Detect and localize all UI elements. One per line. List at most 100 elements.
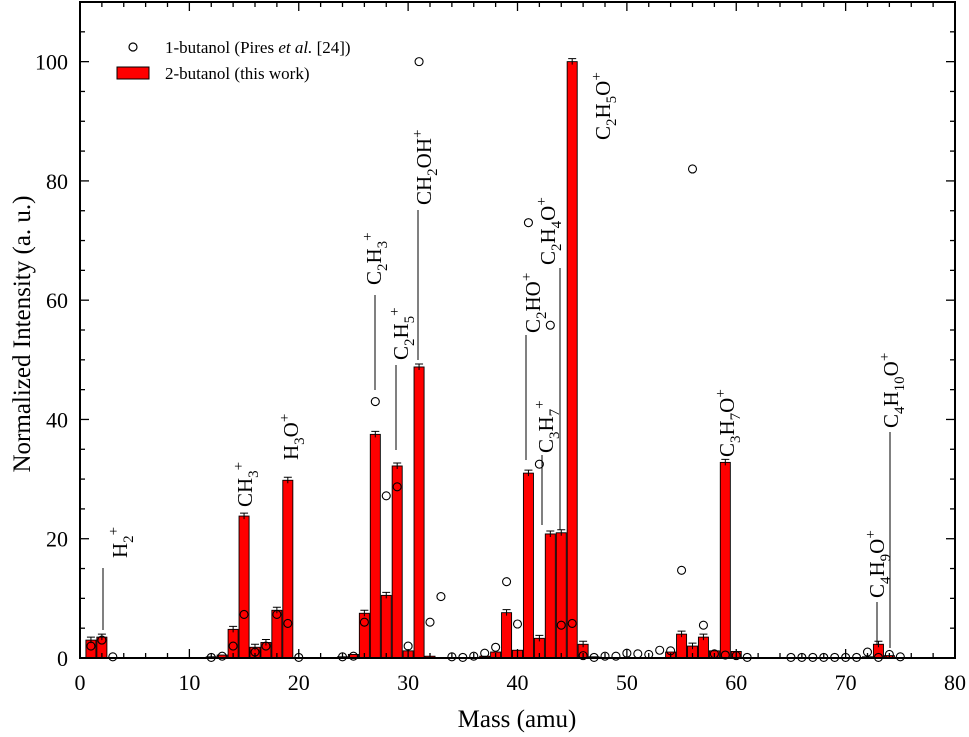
ion-label-c2h3: C2H3+ [360,232,391,285]
ion-label-part: 10 [892,376,908,391]
error-bar-mass-26 [360,609,369,617]
bar-mass-31 [413,366,425,659]
ion-label-part: O [591,81,615,96]
error-bar-mass-31 [415,363,424,370]
ion-label-part: 2 [121,535,137,543]
ion-label-ch3: CH3+ [231,462,262,507]
point-mass-59 [720,650,730,660]
error-bar-mass-15 [240,512,249,520]
ion-label-part: + [277,414,293,422]
error-bar-mass-2 [97,633,106,641]
ion-label-h2: H2+ [106,527,137,558]
ion-label-part: + [589,72,605,80]
point-mass-49 [611,651,621,661]
point-mass-36 [469,651,479,661]
plot-frame [79,1,956,659]
point-mass-13 [217,651,227,661]
ion-label-part: + [360,232,376,240]
point-mass-32 [425,617,435,627]
ion-label-part: H [534,416,558,431]
point-mass-56 [687,164,698,174]
point-mass-40 [512,619,523,629]
point-mass-30 [403,641,413,651]
legend-marker-1-butanol [128,42,138,52]
ion-label-c3h7o: C3H7O+ [713,389,744,457]
point-mass-46 [578,651,588,661]
bar-mass-59 [719,461,731,659]
points-layer [86,57,905,662]
ion-label-part: 2 [534,311,550,319]
bar-mass-15 [238,515,250,659]
error-bar-mass-29 [393,462,402,469]
bar-mass-43 [544,533,556,659]
point-mass-43 [545,320,555,330]
ion-label-part: O [879,361,903,376]
bar-mass-57 [697,636,709,659]
ion-label-part: 7 [547,408,563,416]
point-mass-27 [370,397,380,407]
error-bar-mass-41 [524,469,533,477]
error-bar-mass-43 [546,530,555,537]
ion-label-part: + [410,130,426,138]
error-bar-mass-57 [699,633,708,641]
error-bar-mass-55 [677,630,686,638]
ion-label-part: HO [521,281,545,311]
point-mass-39 [502,577,512,587]
point-mass-28 [381,491,391,501]
ion-label-part: H [362,248,386,263]
ion-label-part: 2 [402,338,418,346]
bar-mass-55 [676,633,688,659]
point-mass-44 [556,620,566,630]
ion-label-part: 3 [246,470,262,478]
point-mass-48 [600,651,610,661]
ion-label-part: + [532,400,548,408]
ion-label-part: 2 [549,243,565,251]
ion-label-part: 3 [547,431,563,439]
bar-mass-19 [282,479,294,659]
x-tick-label-20: 20 [288,670,310,695]
point-mass-29 [392,482,402,492]
ion-label-part: + [877,353,893,361]
legend-label-1-butanol: 1-butanol (Pires et al. [24]) [165,38,351,57]
error-bar-mass-42 [535,634,544,642]
ion-label-part: C [865,584,889,598]
y-tick-label-80: 80 [46,169,68,194]
bar-mass-27 [369,433,381,659]
point-mass-34 [447,652,457,662]
error-bar-mass-59 [721,458,730,466]
point-mass-17 [261,641,271,651]
ion-label-part: H [591,103,615,118]
y-tick-label-0: 0 [57,646,68,671]
bar-mass-41 [522,472,534,659]
point-mass-1 [86,641,96,651]
bars-layer [85,58,895,659]
ion-label-part: H [865,561,889,576]
x-tick-label-10: 10 [178,670,200,695]
ion-label-part: + [713,389,729,397]
legend-label-rest: [24]) [312,38,350,57]
point-mass-24 [337,652,348,662]
point-mass-2 [97,635,107,645]
ion-label-c2h5o: C2H5O+ [589,72,620,140]
ion-label-c2h5a: C2H5+ [387,307,418,360]
error-bar-mass-73 [874,640,883,648]
point-mass-31 [414,57,424,67]
legend-label-italic: et al. [278,38,312,57]
bar-mass-28 [380,594,392,659]
ion-label-part: 3 [375,241,391,249]
ion-label-part: + [231,462,247,470]
error-bar-mass-16 [251,643,259,651]
ion-label-part: 2 [425,168,441,176]
point-mass-57 [698,620,708,630]
legend-label-2-butanol: 2-butanol (this work) [165,64,309,83]
point-mass-14 [228,641,238,651]
ion-label-part: C [362,271,386,285]
point-mass-18 [272,609,282,620]
point-mass-33 [436,592,446,602]
ion-label-part: C [715,443,739,457]
ion-label-part: + [519,273,535,281]
ion-label-part: H [279,445,303,460]
point-mass-53 [655,645,665,655]
point-mass-41 [523,218,533,228]
ion-label-part: C [534,439,558,453]
